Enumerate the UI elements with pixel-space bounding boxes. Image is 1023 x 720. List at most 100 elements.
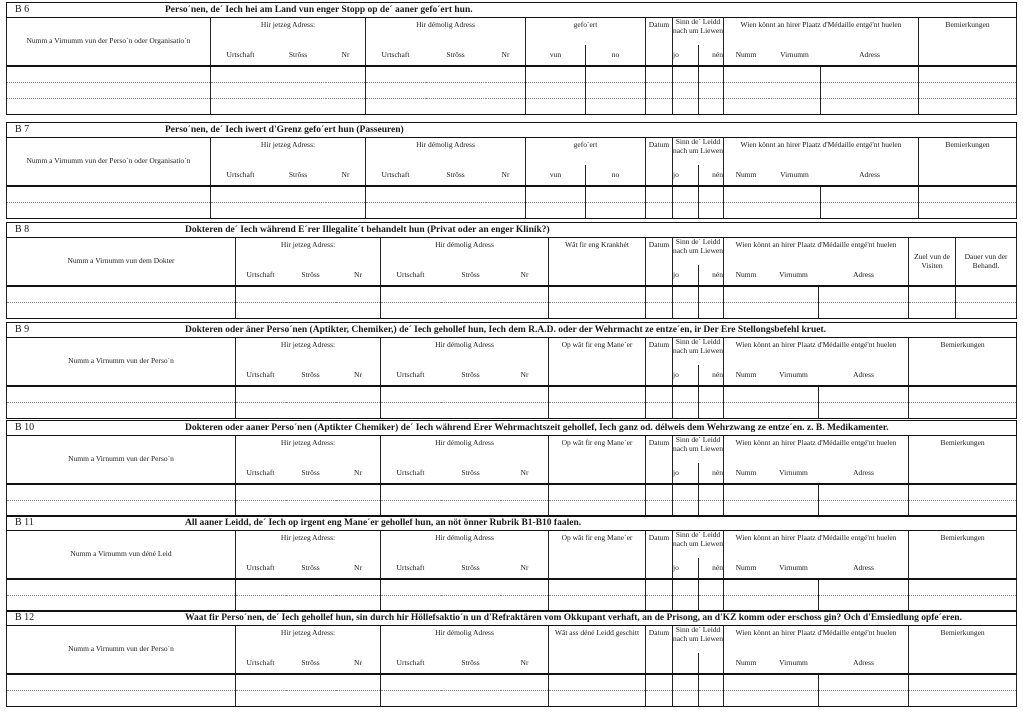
- entry-field[interactable]: [585, 202, 646, 219]
- entry-field[interactable]: [548, 690, 646, 707]
- entry-field[interactable]: [672, 286, 699, 303]
- entry-field[interactable]: [768, 66, 821, 83]
- entry-field[interactable]: [908, 286, 956, 303]
- entry-field[interactable]: [723, 674, 769, 691]
- entry-field[interactable]: [548, 484, 646, 501]
- entry-field[interactable]: [672, 302, 699, 319]
- entry-field[interactable]: [6, 674, 236, 691]
- entry-field[interactable]: [723, 286, 769, 303]
- entry-field[interactable]: [698, 302, 724, 319]
- entry-field[interactable]: [325, 82, 366, 99]
- entry-field[interactable]: [768, 484, 819, 501]
- entry-field[interactable]: [335, 674, 381, 691]
- entry-field[interactable]: [285, 386, 336, 403]
- entry-field[interactable]: [6, 202, 211, 219]
- entry-field[interactable]: [768, 674, 819, 691]
- entry-field[interactable]: [768, 286, 819, 303]
- entry-field[interactable]: [440, 402, 501, 419]
- entry-field[interactable]: [365, 66, 426, 83]
- entry-field[interactable]: [645, 302, 673, 319]
- entry-field[interactable]: [6, 286, 236, 303]
- entry-field[interactable]: [768, 202, 821, 219]
- entry-field[interactable]: [698, 98, 724, 115]
- entry-field[interactable]: [548, 579, 646, 596]
- entry-field[interactable]: [365, 82, 426, 99]
- entry-field[interactable]: [6, 302, 236, 319]
- entry-field[interactable]: [380, 386, 441, 403]
- entry-field[interactable]: [645, 66, 673, 83]
- entry-field[interactable]: [645, 98, 673, 115]
- entry-field[interactable]: [645, 286, 673, 303]
- entry-field[interactable]: [954, 286, 1018, 303]
- entry-field[interactable]: [820, 66, 919, 83]
- entry-field[interactable]: [820, 82, 919, 99]
- entry-field[interactable]: [6, 186, 211, 203]
- entry-field[interactable]: [645, 402, 673, 419]
- entry-field[interactable]: [585, 186, 646, 203]
- entry-field[interactable]: [820, 186, 919, 203]
- entry-field[interactable]: [645, 386, 673, 403]
- entry-field[interactable]: [917, 66, 1018, 83]
- entry-field[interactable]: [235, 286, 286, 303]
- entry-field[interactable]: [723, 98, 769, 115]
- entry-field[interactable]: [365, 186, 426, 203]
- entry-field[interactable]: [380, 674, 441, 691]
- entry-field[interactable]: [335, 386, 381, 403]
- entry-field[interactable]: [235, 402, 286, 419]
- entry-field[interactable]: [6, 66, 211, 83]
- entry-field[interactable]: [525, 186, 586, 203]
- entry-field[interactable]: [672, 674, 699, 691]
- entry-field[interactable]: [672, 186, 699, 203]
- entry-field[interactable]: [485, 82, 526, 99]
- entry-field[interactable]: [698, 386, 724, 403]
- entry-field[interactable]: [768, 579, 819, 596]
- entry-field[interactable]: [723, 302, 769, 319]
- entry-field[interactable]: [380, 484, 441, 501]
- entry-field[interactable]: [500, 484, 549, 501]
- entry-field[interactable]: [698, 186, 724, 203]
- entry-field[interactable]: [235, 484, 286, 501]
- entry-field[interactable]: [365, 202, 426, 219]
- entry-field[interactable]: [335, 690, 381, 707]
- entry-field[interactable]: [548, 402, 646, 419]
- entry-field[interactable]: [672, 579, 699, 596]
- entry-field[interactable]: [723, 186, 769, 203]
- entry-field[interactable]: [818, 286, 909, 303]
- entry-field[interactable]: [917, 186, 1018, 203]
- entry-field[interactable]: [6, 402, 236, 419]
- entry-field[interactable]: [6, 386, 236, 403]
- entry-field[interactable]: [270, 66, 326, 83]
- entry-field[interactable]: [270, 202, 326, 219]
- entry-field[interactable]: [768, 98, 821, 115]
- entry-field[interactable]: [672, 484, 699, 501]
- entry-field[interactable]: [585, 66, 646, 83]
- entry-field[interactable]: [908, 302, 956, 319]
- entry-field[interactable]: [723, 690, 769, 707]
- entry-field[interactable]: [325, 66, 366, 83]
- entry-field[interactable]: [818, 484, 909, 501]
- entry-field[interactable]: [645, 82, 673, 99]
- entry-field[interactable]: [335, 286, 381, 303]
- entry-field[interactable]: [698, 286, 724, 303]
- entry-field[interactable]: [440, 302, 501, 319]
- entry-field[interactable]: [270, 186, 326, 203]
- entry-field[interactable]: [672, 202, 699, 219]
- entry-field[interactable]: [425, 202, 486, 219]
- entry-field[interactable]: [768, 82, 821, 99]
- entry-field[interactable]: [818, 302, 909, 319]
- entry-field[interactable]: [365, 98, 426, 115]
- entry-field[interactable]: [723, 386, 769, 403]
- entry-field[interactable]: [425, 66, 486, 83]
- entry-field[interactable]: [235, 579, 286, 596]
- entry-field[interactable]: [907, 690, 1018, 707]
- entry-field[interactable]: [500, 386, 549, 403]
- entry-field[interactable]: [335, 402, 381, 419]
- entry-field[interactable]: [723, 484, 769, 501]
- entry-field[interactable]: [525, 82, 586, 99]
- entry-field[interactable]: [380, 302, 441, 319]
- entry-field[interactable]: [425, 82, 486, 99]
- entry-field[interactable]: [235, 302, 286, 319]
- entry-field[interactable]: [818, 579, 909, 596]
- entry-field[interactable]: [698, 674, 724, 691]
- entry-field[interactable]: [698, 579, 724, 596]
